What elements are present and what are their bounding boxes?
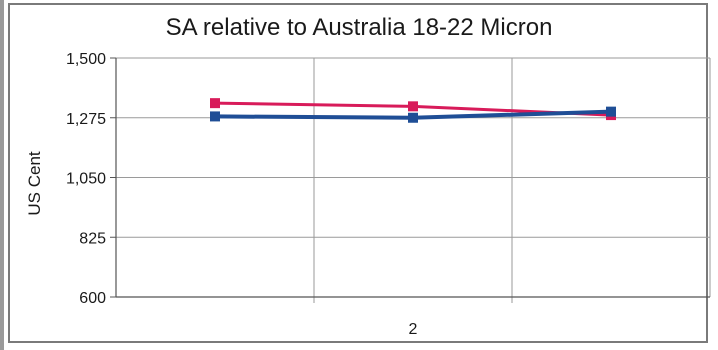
y-tick-label: 1,050 (66, 171, 106, 188)
chart-title: SA relative to Australia 18-22 Micron (165, 14, 553, 41)
y-tick-label: 1,275 (66, 111, 106, 128)
data-point-marker (210, 111, 220, 122)
y-tick-label: 1,500 (66, 51, 106, 68)
y-tick-labels: 1,500 1,275 1,050 825 600 (66, 51, 106, 307)
data-point-marker (210, 98, 220, 109)
y-axis-label: US Cent (25, 151, 44, 216)
grid-lines (116, 57, 711, 303)
data-point-marker (408, 112, 418, 123)
x-tick-labels: 2 (409, 321, 418, 338)
chart-frame (8, 3, 708, 343)
y-tick-label: 825 (79, 230, 106, 247)
y-tick-label: 600 (79, 290, 106, 307)
data-point-marker (606, 106, 616, 117)
frame-edge (0, 0, 4, 350)
data-point-marker (408, 101, 418, 112)
series-group (210, 98, 616, 123)
axes (110, 57, 710, 298)
x-tick-label: 2 (409, 321, 418, 338)
